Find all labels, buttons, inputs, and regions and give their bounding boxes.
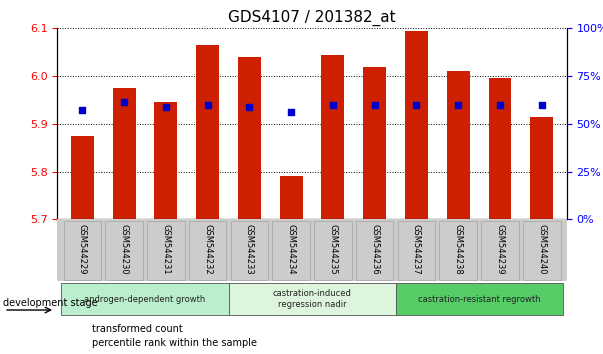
Bar [363, 67, 386, 219]
Text: GSM544235: GSM544235 [329, 224, 338, 275]
Point [286, 109, 296, 115]
FancyBboxPatch shape [397, 221, 435, 280]
Text: GSM544240: GSM544240 [537, 224, 546, 275]
Bar [280, 177, 303, 219]
FancyBboxPatch shape [62, 283, 229, 315]
Text: percentile rank within the sample: percentile rank within the sample [92, 338, 257, 348]
FancyBboxPatch shape [523, 221, 561, 280]
Point [370, 102, 379, 108]
Text: GSM544238: GSM544238 [453, 224, 463, 275]
FancyBboxPatch shape [106, 221, 143, 280]
Text: GSM544230: GSM544230 [119, 224, 128, 275]
Point [412, 102, 421, 108]
Bar [71, 136, 94, 219]
Point [161, 104, 171, 110]
Text: castration-resistant regrowth: castration-resistant regrowth [418, 295, 540, 304]
FancyBboxPatch shape [396, 283, 563, 315]
FancyBboxPatch shape [230, 221, 268, 280]
Bar [530, 117, 553, 219]
Bar [405, 31, 428, 219]
FancyBboxPatch shape [481, 221, 519, 280]
Point [495, 102, 505, 108]
Text: androgen-dependent growth: androgen-dependent growth [84, 295, 206, 304]
FancyBboxPatch shape [189, 221, 227, 280]
Text: GSM544234: GSM544234 [286, 224, 295, 275]
Text: transformed count: transformed count [92, 324, 182, 333]
Text: GSM544231: GSM544231 [162, 224, 171, 275]
Text: development stage: development stage [3, 298, 98, 308]
Text: GSM544239: GSM544239 [496, 224, 505, 275]
Text: GSM544229: GSM544229 [78, 224, 87, 275]
Text: GSM544236: GSM544236 [370, 224, 379, 275]
Bar [113, 88, 136, 219]
Bar [57, 219, 567, 281]
Bar [196, 45, 219, 219]
Text: GSM544232: GSM544232 [203, 224, 212, 275]
Point [78, 107, 87, 113]
Point [119, 99, 129, 105]
Text: GSM544233: GSM544233 [245, 224, 254, 275]
Point [453, 102, 463, 108]
FancyBboxPatch shape [63, 221, 101, 280]
FancyBboxPatch shape [440, 221, 477, 280]
Text: castration-induced
regression nadir: castration-induced regression nadir [273, 290, 352, 309]
FancyBboxPatch shape [147, 221, 185, 280]
FancyBboxPatch shape [273, 221, 310, 280]
Point [245, 104, 254, 110]
Text: GSM544237: GSM544237 [412, 224, 421, 275]
Bar [238, 57, 261, 219]
Bar [321, 55, 344, 219]
Point [537, 102, 546, 108]
FancyBboxPatch shape [356, 221, 394, 280]
Title: GDS4107 / 201382_at: GDS4107 / 201382_at [229, 9, 396, 25]
Bar [154, 102, 177, 219]
Point [203, 102, 212, 108]
Point [328, 102, 338, 108]
FancyBboxPatch shape [314, 221, 352, 280]
FancyBboxPatch shape [229, 283, 396, 315]
Bar [488, 79, 511, 219]
Bar [447, 72, 470, 219]
